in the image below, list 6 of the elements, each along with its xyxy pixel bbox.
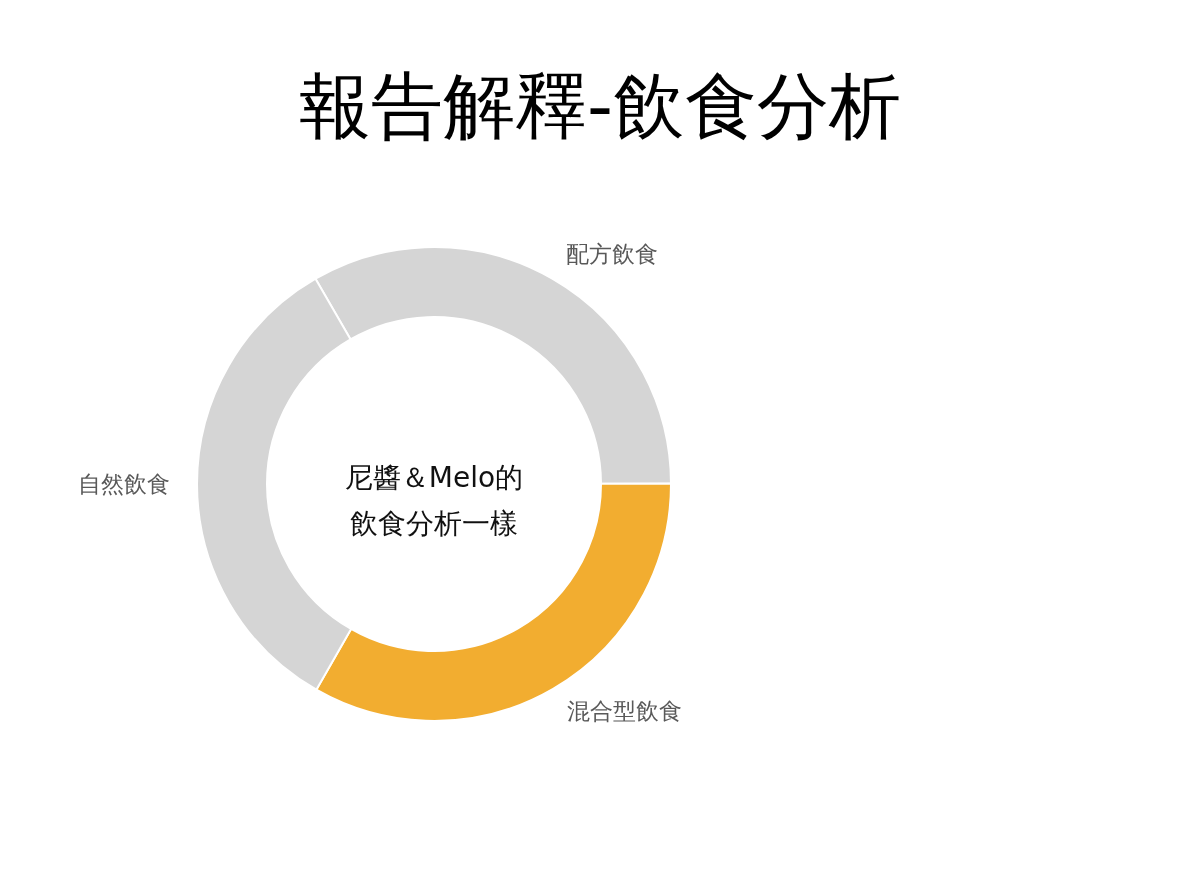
text: 尼醬＆Melo的: [344, 461, 524, 494]
slice-label: 自然飲食: [78, 470, 170, 497]
slice-label: 配方飲食: [565, 241, 658, 268]
text: 飲食分析一樣: [350, 507, 518, 540]
chart-title: 報告解釋-飲食分析: [299, 64, 901, 148]
slice-label: 混合型飲食: [566, 698, 682, 725]
